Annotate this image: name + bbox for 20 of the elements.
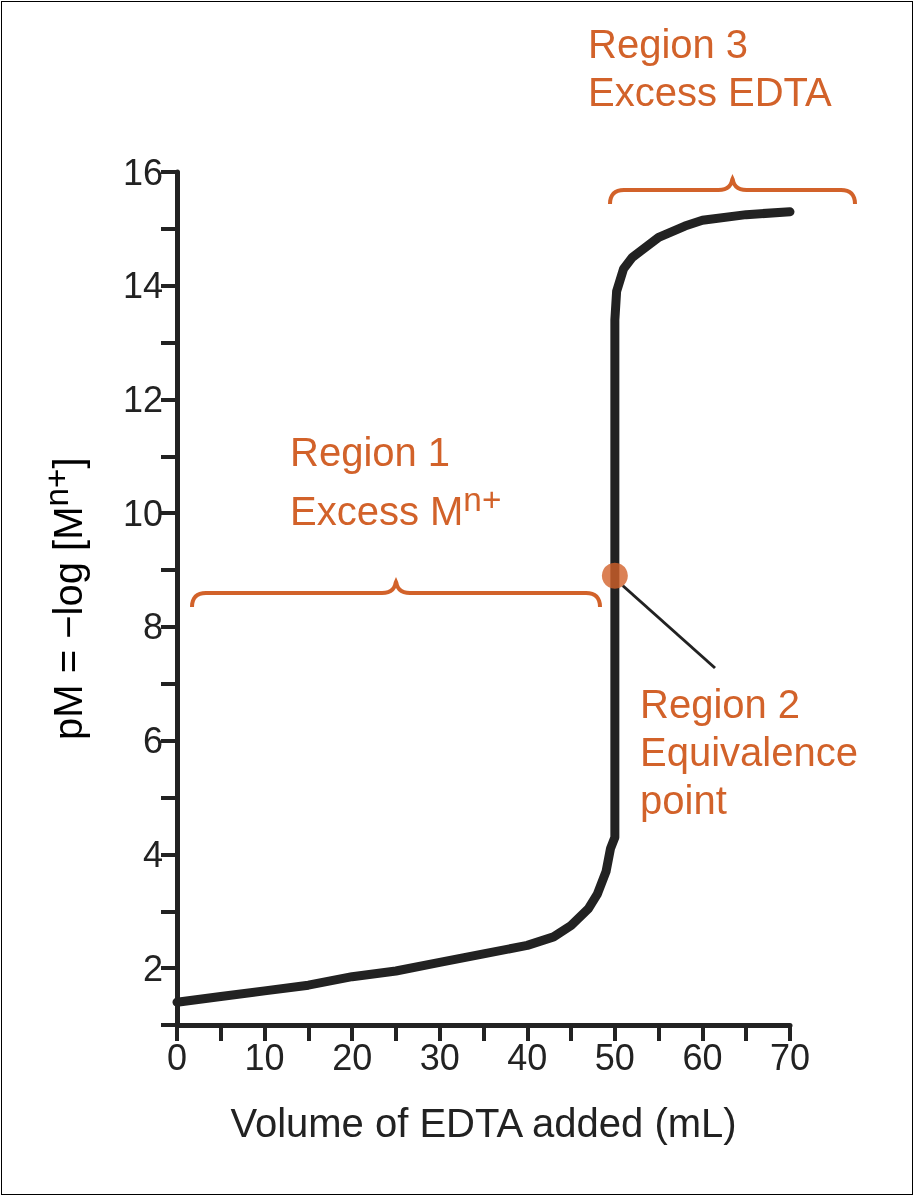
y-tick-label: 6 xyxy=(142,720,163,762)
y-tick-label: 2 xyxy=(142,947,163,989)
x-tick-label: 50 xyxy=(594,1036,635,1078)
y-tick-label: 16 xyxy=(122,151,163,193)
x-tick-label: 30 xyxy=(419,1036,460,1078)
y-tick-label: 14 xyxy=(122,265,163,307)
x-axis-title: Volume of EDTA added (mL) xyxy=(230,1101,737,1145)
annotation: Region 2 Equivalence point xyxy=(640,681,858,824)
y-tick-label: 4 xyxy=(142,833,163,875)
x-tick-label: 20 xyxy=(332,1036,373,1078)
x-tick-label: 10 xyxy=(244,1036,285,1078)
x-tick-label: 40 xyxy=(507,1036,548,1078)
text: Region 3 Excess EDTA xyxy=(588,21,832,116)
x-tick-label: 0 xyxy=(166,1036,188,1078)
annotation: Region 1 Excess M$^{n+}$ xyxy=(290,429,502,536)
y-tick-label: 10 xyxy=(122,492,163,534)
y-tick-label: 8 xyxy=(142,606,163,648)
x-tick-label: 70 xyxy=(769,1036,811,1078)
x-tick-label: 60 xyxy=(682,1036,723,1078)
y-tick-label: 12 xyxy=(122,378,163,420)
